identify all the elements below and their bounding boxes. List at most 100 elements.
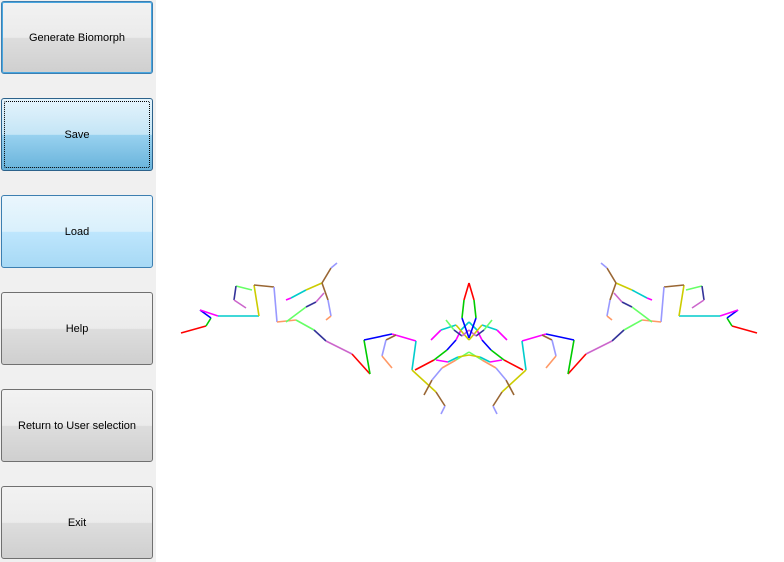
biomorph-segment — [678, 284, 685, 317]
biomorph-segment — [476, 329, 483, 341]
biomorph-segment — [253, 284, 275, 288]
biomorph-segment — [481, 339, 492, 351]
biomorph-segment — [290, 289, 307, 299]
biomorph-segment — [430, 329, 442, 341]
biomorph-segment — [551, 339, 557, 357]
biomorph-segment — [731, 325, 758, 334]
biomorph-segment — [414, 359, 435, 371]
biomorph-segment — [726, 317, 733, 327]
biomorph-segment — [463, 282, 470, 301]
biomorph-segment — [505, 379, 515, 396]
biomorph-segment — [503, 359, 524, 371]
biomorph-segment — [233, 299, 247, 309]
biomorph-segment — [567, 339, 575, 375]
biomorph-segment — [363, 339, 371, 375]
biomorph-segment — [385, 334, 397, 341]
load-button[interactable]: Load — [1, 195, 153, 268]
biomorph-segment — [351, 353, 371, 375]
biomorph-segment — [541, 334, 553, 341]
biomorph-segment — [615, 282, 633, 291]
biomorph-segment — [440, 405, 446, 415]
biomorph-segment — [435, 359, 449, 363]
biomorph-segment — [496, 329, 508, 341]
biomorph-segment — [440, 324, 457, 331]
biomorph-segment — [325, 340, 353, 355]
return-to-user-selection-button[interactable]: Return to User selection — [1, 389, 153, 462]
biomorph-segment — [660, 286, 665, 323]
biomorph-segment — [567, 353, 587, 375]
biomorph-segment — [468, 354, 481, 358]
biomorph-segment — [205, 317, 212, 327]
biomorph-segment — [433, 349, 448, 361]
sidebar: Generate Biomorph Save Load Help Return … — [0, 0, 156, 562]
biomorph-segment — [431, 367, 443, 381]
biomorph-segment — [330, 262, 338, 269]
biomorph-segment — [325, 315, 332, 321]
biomorph-segment — [199, 309, 219, 317]
biomorph-segment — [631, 306, 653, 323]
biomorph-segment — [447, 356, 459, 363]
biomorph-segment — [295, 319, 315, 331]
biomorph-segment — [521, 340, 527, 371]
biomorph-segment — [606, 267, 617, 284]
biomorph-segment — [609, 282, 617, 301]
biomorph-segment — [490, 349, 505, 361]
biomorph-segment — [481, 359, 497, 369]
biomorph-segment — [468, 324, 483, 341]
biomorph-segment — [631, 289, 648, 299]
biomorph-segment — [691, 299, 705, 309]
biomorph-segment — [445, 319, 455, 331]
biomorph-segment — [489, 359, 503, 363]
biomorph-segment — [180, 325, 207, 334]
biomorph-segment — [663, 284, 685, 288]
biomorph-segment — [606, 299, 611, 317]
biomorph-segment — [411, 369, 437, 393]
biomorph-segment — [363, 333, 393, 341]
biomorph-segment — [457, 354, 470, 358]
biomorph-segment — [545, 333, 575, 341]
biomorph-segment — [475, 329, 485, 337]
biomorph-segment — [495, 367, 507, 381]
biomorph-segment — [468, 282, 475, 301]
help-button[interactable]: Help — [1, 292, 153, 365]
biomorph-segment — [455, 329, 462, 341]
generate-biomorph-button[interactable]: Generate Biomorph — [1, 1, 153, 74]
biomorph-segment — [411, 340, 417, 371]
biomorph-segment — [685, 285, 703, 291]
biomorph-segment — [606, 315, 613, 321]
biomorph-segment — [461, 329, 470, 337]
biomorph-segment — [621, 301, 633, 308]
biomorph-segment — [381, 355, 393, 369]
biomorph-segment — [623, 319, 643, 331]
biomorph-segment — [327, 299, 332, 317]
biomorph-segment — [545, 355, 557, 369]
biomorph-segment — [435, 391, 446, 407]
biomorph-segment — [305, 301, 317, 308]
biomorph-segment — [321, 267, 332, 284]
biomorph-segment — [455, 324, 470, 341]
biomorph-segment — [273, 286, 278, 323]
biomorph-segment — [468, 317, 477, 339]
save-button[interactable]: Save — [1, 98, 153, 171]
biomorph-segment — [719, 309, 739, 317]
biomorph-segment — [473, 299, 477, 319]
biomorph-segment — [481, 324, 498, 331]
biomorph-segment — [483, 319, 493, 331]
biomorph-segment — [321, 282, 329, 301]
biomorph-segment — [423, 379, 433, 396]
biomorph-segment — [600, 262, 608, 269]
biomorph-segment — [453, 329, 463, 337]
biomorph-segment — [613, 292, 623, 303]
biomorph-segment — [611, 329, 625, 342]
exit-button[interactable]: Exit — [1, 486, 153, 559]
biomorph-segment — [285, 306, 307, 323]
biomorph-segment — [235, 285, 253, 291]
biomorph-segment — [492, 405, 498, 415]
biomorph-segment — [646, 297, 653, 301]
biomorph-segment — [381, 339, 387, 357]
biomorph-segment — [701, 285, 705, 301]
biomorph-segment — [468, 329, 477, 337]
biomorph-segment — [233, 285, 237, 301]
biomorph-segment — [315, 292, 325, 303]
